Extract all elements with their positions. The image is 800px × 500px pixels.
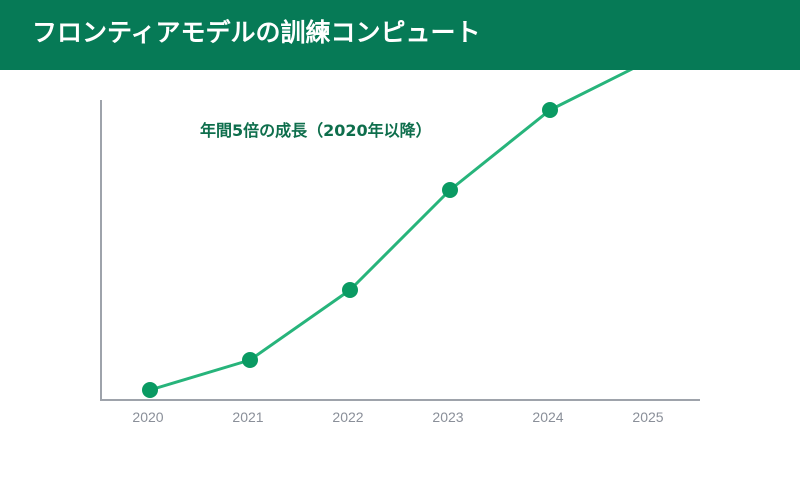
- data-point-2020: [142, 382, 158, 398]
- series-line: [148, 58, 652, 392]
- x-tick-label-2023: 2023: [432, 409, 463, 425]
- x-tick-label-2025: 2025: [632, 409, 663, 425]
- x-tick-label-2021: 2021: [232, 409, 263, 425]
- header-bar: [0, 0, 800, 70]
- x-tick-label-2024: 2024: [532, 409, 563, 425]
- data-point-2024: [542, 102, 558, 118]
- x-tick-labels: 2020 2021 2022 2023 2024 2025: [132, 409, 663, 425]
- data-points-group: [142, 52, 658, 398]
- series-line-group: [148, 58, 652, 392]
- page-title: フロンティアモデルの訓練コンピュート: [32, 18, 481, 47]
- data-point-2023: [442, 182, 458, 198]
- chart-annotation: 年間5倍の成長（2020年以降）: [200, 121, 432, 140]
- axes: [100, 100, 700, 401]
- annotation-group: 年間5倍の成長（2020年以降）: [200, 121, 432, 140]
- data-point-2021: [242, 352, 258, 368]
- x-tick-label-2020: 2020: [132, 409, 163, 425]
- data-point-2022: [342, 282, 358, 298]
- x-tick-label-2022: 2022: [332, 409, 363, 425]
